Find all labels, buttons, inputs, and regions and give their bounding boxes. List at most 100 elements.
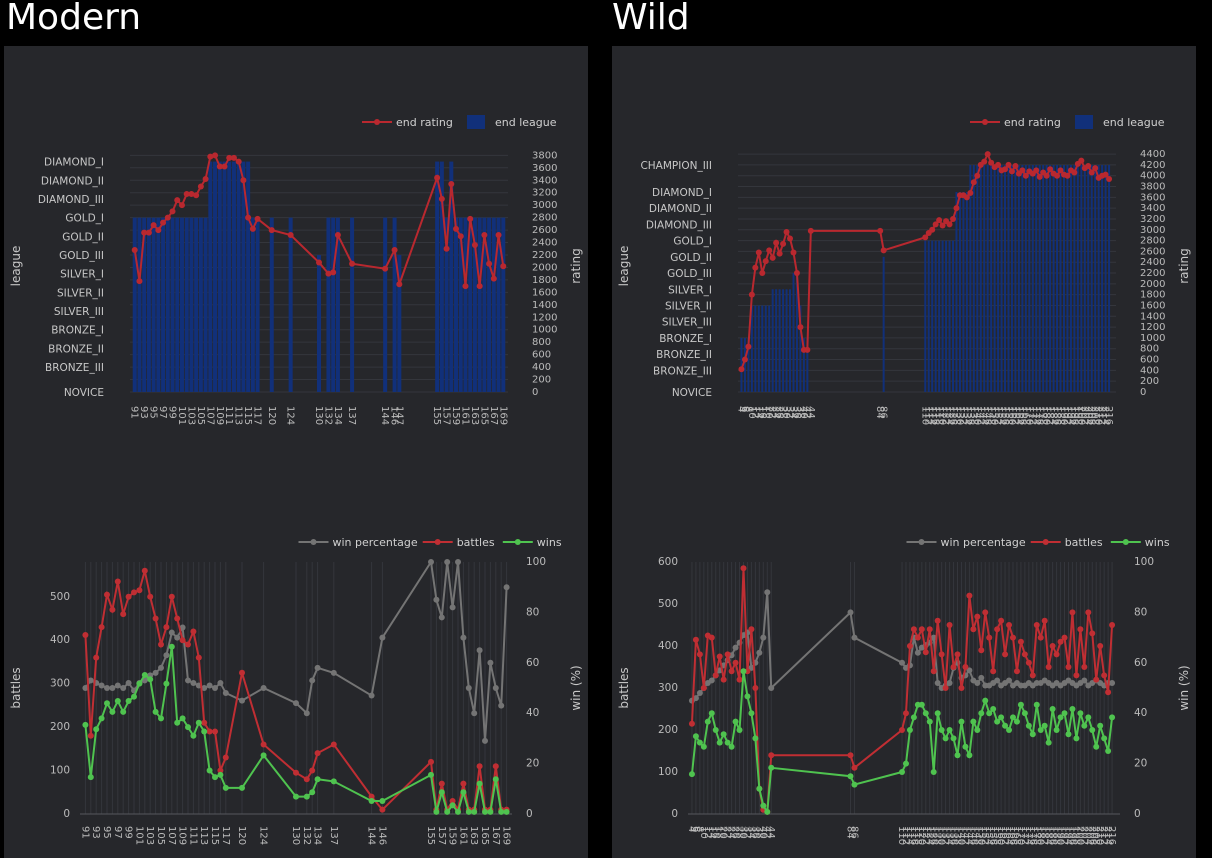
x-tick-label: 117 [220,826,231,845]
rating-tick-label: 1000 [532,325,557,336]
wins-point [309,789,316,796]
battles-point [136,587,143,594]
rating-point [174,197,181,204]
win-percentage-point [217,679,224,686]
win-percentage-point [978,674,985,681]
wins-point [163,680,170,687]
league-bar [750,305,753,392]
x-tick-label: 44 [765,826,776,839]
league-bar [132,217,137,392]
rating-tick-label: 400 [1140,365,1159,376]
rating-tick-label: 1600 [532,287,557,298]
x-tick-label: 10 [746,406,757,419]
x-tick-label: 132 [301,826,312,845]
x-tick-label: 148 [971,826,982,845]
battles-point [109,606,116,613]
battles-point [1081,664,1088,670]
wins-point [125,698,132,705]
league-tick-label: DIAMOND_III [38,194,104,206]
wins-point [438,789,445,796]
win-percentage-point [82,685,89,691]
x-tick-label: 186 [1047,826,1058,845]
win-percentage-point [994,677,1001,684]
wins-point [926,718,933,725]
x-tick-label: 91 [79,826,90,839]
x-tick-label: 111 [187,826,198,845]
x-tick-label: 38 [753,826,764,839]
league-bar [1056,164,1059,392]
battles-point [303,776,310,783]
rating-point [988,159,995,166]
wins-point [217,771,224,778]
wins-point [104,700,110,707]
wins-point [938,727,945,733]
x-tick-label: 188 [1055,406,1066,425]
wins-point [131,693,137,700]
x-tick-label: 95 [101,826,112,839]
x-tick-label: 168 [1011,826,1022,845]
rating-point [877,227,884,234]
battles-point [379,806,386,813]
wins-point [1101,735,1108,742]
legend-swatch-1 [467,115,485,129]
league-bar [761,305,764,392]
league-bar [782,289,785,392]
league-tick-label: CHAMPION_III [640,160,712,172]
league-bar [1094,164,1097,392]
battles-point [1073,672,1080,679]
x-tick-label: 156 [999,406,1010,425]
x-tick-label: 155 [425,826,436,845]
league-bar [165,217,170,392]
rating-point [1002,166,1009,173]
rating-point [193,192,200,199]
battles-point [990,668,997,675]
league-bar [1035,164,1038,392]
battles-point [163,624,170,631]
win-percentage-point [98,682,105,689]
battles-point [930,668,937,675]
rating-point [807,227,814,234]
x-tick-label: 109 [177,826,188,845]
battles-point [428,758,434,765]
x-tick-label: 116 [930,406,941,425]
league-bar [146,217,151,392]
league-bar [449,161,454,392]
win-percentage-point [465,685,472,691]
x-tick-label: 148 [985,406,996,425]
x-tick-label: 165 [479,826,490,845]
rating-point [1047,166,1054,173]
x-tick-label: 20 [763,406,774,419]
battles-point [1053,651,1060,658]
battles-point [1021,651,1028,658]
wins-point [428,771,434,778]
x-tick-label: 182 [1044,406,1055,425]
battles-point [330,741,337,748]
y-axis-label-left: battles [9,667,23,708]
x-tick-label: 40 [798,406,809,419]
x-tick-label: 186 [1051,406,1062,425]
rating-point [769,254,776,261]
league-bar [938,240,941,392]
legend-label-0: end rating [1004,116,1061,129]
league-bar [1014,164,1017,392]
wins-point [455,808,461,815]
battles-point [906,643,913,649]
wins-point [736,727,743,733]
rating-point [136,278,143,285]
win-percentage-point [492,685,499,691]
rating-point [268,227,275,234]
x-tick-label: 202 [1079,406,1090,425]
wins-point [756,785,763,792]
wins-point [724,739,731,746]
battles-point [222,754,229,761]
rating-point [953,205,960,212]
battles-point [946,622,953,628]
wins-point [902,760,909,767]
rating-point [984,151,991,158]
rating-point [160,219,167,226]
x-tick-label: 120 [937,406,948,425]
wins-point [1069,706,1076,712]
legend-marker-1 [434,539,441,545]
battles-point [934,617,941,624]
